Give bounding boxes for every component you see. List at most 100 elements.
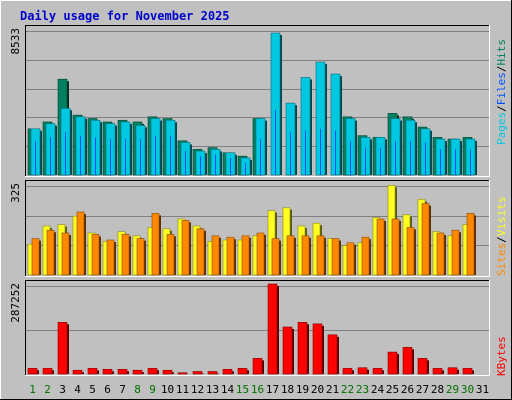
kbytes-bar	[387, 351, 398, 375]
x-tick-label: 13	[206, 383, 219, 396]
files-bar	[110, 139, 111, 175]
sites-bar	[466, 213, 475, 276]
x-tick-label: 27	[416, 383, 429, 396]
sites-bar	[91, 234, 100, 276]
kbytes-bar	[87, 368, 98, 375]
kbytes-bar	[282, 326, 293, 375]
kbytes-bar	[192, 371, 203, 375]
legend-hits-files-pages-part: Pages	[495, 112, 508, 145]
y-max-label-panel-2: 325	[9, 183, 22, 203]
files-bar	[305, 130, 306, 175]
files-bar	[260, 139, 261, 175]
files-bar	[275, 109, 276, 175]
x-tick-label: 30	[461, 383, 474, 396]
legend-kbytes: KBytes	[495, 336, 508, 376]
sites-bar	[136, 238, 145, 276]
kbytes-bar	[342, 368, 353, 375]
sites-bar	[31, 238, 40, 276]
kbytes-bar	[417, 358, 428, 375]
kbytes-bar	[177, 372, 188, 375]
x-tick-label: 3	[59, 383, 66, 396]
legend-sites-visits: Sites/Visits	[495, 197, 508, 277]
kbytes-bar	[207, 371, 218, 375]
files-bar	[365, 147, 366, 175]
sites-bar	[391, 218, 400, 276]
x-tick-label: 11	[176, 383, 189, 396]
sites-bar	[211, 235, 220, 276]
x-tick-label: 22	[341, 383, 354, 396]
files-bar	[440, 149, 441, 175]
x-tick-label: 10	[161, 383, 174, 396]
sites-bar	[151, 213, 160, 276]
kbytes-bar	[327, 334, 338, 375]
x-tick-label: 26	[401, 383, 414, 396]
files-bar	[455, 149, 456, 175]
sites-bar	[346, 242, 355, 276]
x-tick-label: 29	[446, 383, 459, 396]
x-tick-label: 7	[119, 383, 126, 396]
chart-title: Daily usage for November 2025	[20, 9, 230, 23]
legend-hits-files-pages: Pages/Files/Hits	[495, 39, 508, 145]
sites-bar	[241, 235, 250, 276]
x-tick-label: 12	[191, 383, 204, 396]
kbytes-bar	[117, 369, 128, 375]
files-bar	[170, 135, 171, 175]
x-tick-label: 15	[236, 383, 249, 396]
files-bar	[185, 151, 186, 175]
sites-bar	[106, 239, 115, 276]
x-tick-label: 14	[221, 383, 235, 396]
x-tick-label: 28	[431, 383, 444, 396]
kbytes-bar	[57, 322, 68, 375]
x-tick-label: 19	[296, 383, 309, 396]
files-bar	[35, 140, 36, 175]
x-tick-label: 17	[266, 383, 279, 396]
kbytes-bar	[102, 369, 113, 375]
sites-bar	[331, 238, 340, 276]
sites-bar	[196, 228, 205, 276]
sites-bar	[226, 236, 235, 276]
kbytes-bar	[252, 358, 263, 375]
x-tick-label: 16	[251, 383, 264, 396]
sites-bar	[166, 234, 175, 276]
sites-bar	[121, 234, 130, 276]
sites-bar	[76, 211, 85, 276]
files-bar	[80, 135, 81, 175]
sites-bar	[256, 232, 265, 276]
files-bar	[95, 137, 96, 175]
kbytes-bar	[27, 368, 38, 375]
y-max-label-panel-1: 8533	[9, 28, 22, 55]
sites-bar	[406, 227, 415, 276]
files-bar	[125, 139, 126, 175]
sites-bar	[271, 238, 280, 276]
sites-bar	[421, 203, 430, 276]
x-axis-labels: 1 2 3 4 5 6 7 8 9 10 11 12 13 14 15 16 17 18 19 20 21 22 23 24 2…	[29, 383, 489, 396]
legend-kbytes-part: KBytes	[495, 336, 508, 376]
legend-hits-files-pages-part: Files	[495, 72, 508, 105]
legend-sites-visits-part: /	[495, 236, 508, 243]
sites-bar	[301, 235, 310, 276]
kbytes-bar	[447, 367, 458, 375]
x-tick-label: 5	[89, 383, 96, 396]
sites-bar	[286, 235, 295, 276]
x-tick-label: 23	[356, 383, 369, 396]
files-bar	[320, 128, 321, 175]
kbytes-bar	[147, 368, 158, 375]
kbytes-bar	[222, 369, 233, 375]
legend-labels: Pages/Files/Hits Sites/Visits KBytes	[495, 39, 508, 376]
legend-sites-visits-part: Visits	[495, 197, 508, 237]
x-tick-label: 2	[44, 383, 51, 396]
legend-hits-files-pages-part: /	[495, 105, 508, 112]
sites-bar	[46, 229, 55, 276]
files-bar	[200, 156, 201, 175]
sites-bar	[181, 220, 190, 276]
files-bar	[155, 135, 156, 175]
x-tick-label: 6	[104, 383, 111, 396]
files-bar	[65, 132, 66, 175]
x-tick-label: 20	[311, 383, 324, 396]
sites-bar	[361, 236, 370, 276]
files-bar	[410, 140, 411, 175]
bars	[27, 32, 477, 375]
kbytes-bar	[462, 368, 473, 375]
x-tick-label: 31	[476, 383, 489, 396]
